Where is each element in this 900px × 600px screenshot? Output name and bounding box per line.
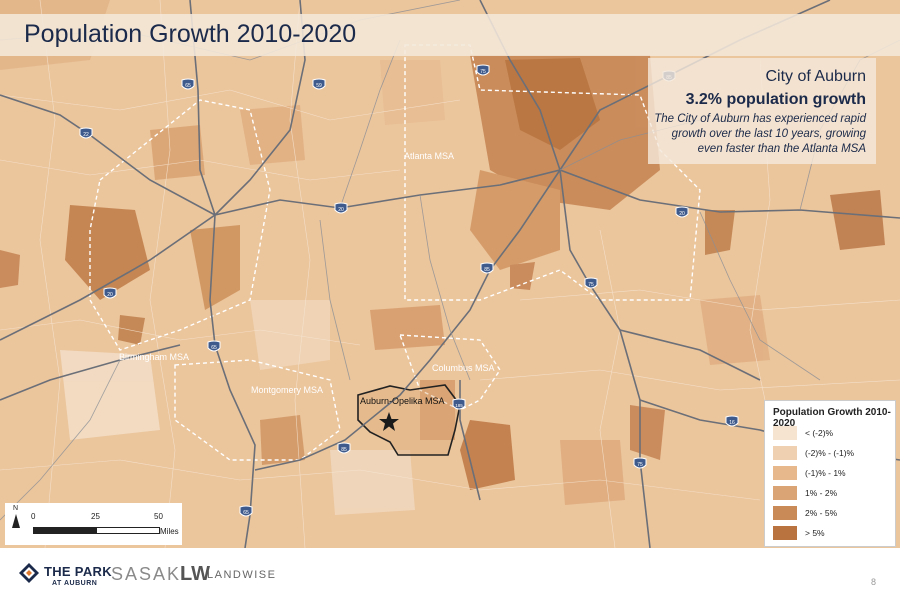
legend-label: < (-2)%	[805, 428, 834, 438]
page-title: Population Growth 2010-2020	[24, 20, 357, 48]
interstate-shield-icon: 65	[181, 78, 195, 90]
legend-item: > 5%	[773, 526, 893, 542]
legend-item: (-2)% - (-1)%	[773, 446, 893, 462]
legend-label: 2% - 5%	[805, 508, 838, 518]
msa-label-auburn: Auburn-Opelika MSA	[360, 396, 445, 406]
footer	[0, 548, 900, 600]
msa-label-columbus: Columbus MSA	[432, 363, 495, 373]
msa-label-birmingham: Birmingham MSA	[119, 352, 190, 362]
shield-number: 20	[679, 211, 685, 217]
legend-item: 1% - 2%	[773, 486, 893, 502]
title-band	[0, 14, 900, 56]
scale-tick: 0	[31, 512, 36, 521]
msa-label-montgomery: Montgomery MSA	[251, 385, 324, 395]
scale-segment-light	[96, 527, 160, 534]
callout-city: City of Auburn	[765, 68, 867, 85]
interstate-shield-icon: 65	[239, 505, 253, 517]
shield-number: 59	[316, 83, 322, 89]
interstate-shield-icon: 85	[337, 442, 351, 454]
legend-swatch	[773, 526, 797, 540]
interstate-shield-icon: 22	[79, 127, 93, 139]
park-logo-icon	[19, 563, 39, 583]
park-subtitle: AT AUBURN	[52, 580, 98, 587]
legend-label: > 5%	[805, 528, 825, 538]
auburn-star-icon	[379, 412, 399, 431]
shield-number: 20	[107, 292, 113, 298]
legend-item: 2% - 5%	[773, 506, 893, 522]
msa-borders	[89, 44, 701, 461]
legend-item: (-1)% - 1%	[773, 466, 893, 482]
interstate-shield-icon: 20	[103, 287, 117, 299]
auburn-opelika-outline	[357, 384, 461, 456]
growth-patches	[0, 0, 885, 515]
shield-number: 75	[480, 69, 486, 75]
north-arrow-icon	[12, 514, 20, 528]
page-number: 8	[871, 577, 877, 587]
scale-tick: 50	[154, 512, 163, 521]
legend-swatch	[773, 486, 797, 500]
callout-stat: 3.2% population growth	[685, 91, 866, 108]
interstate-shield-icon: 75	[584, 277, 598, 289]
legend-label: 1% - 2%	[805, 488, 838, 498]
legend-swatch	[773, 466, 797, 480]
interstate-shield-icon: 75	[633, 457, 647, 469]
shield-number: 75	[588, 282, 594, 288]
interstate-shield-icon: 65	[207, 340, 221, 352]
interstate-shield-icon: 185	[452, 398, 466, 410]
interstate-shield-icon: 20	[675, 206, 689, 218]
sasaki-logo: SASAKI	[111, 564, 189, 584]
auburn-callout: City of Auburn 3.2% population growth Th…	[648, 58, 876, 164]
scale-units: Miles	[160, 527, 179, 536]
park-name: THE PARK	[44, 564, 112, 579]
interstate-shield-icon: 20	[334, 202, 348, 214]
interstate-shield-icon: 59	[312, 78, 326, 90]
interstate-shield-icon: 85	[480, 262, 494, 274]
scale-segment-dark	[33, 527, 97, 534]
landwise-mark: LW	[180, 563, 210, 585]
landwise-logo: LANDWISE	[207, 569, 277, 581]
msa-label-atlanta: Atlanta MSA	[404, 151, 455, 161]
legend-title: Population Growth 2010-2020	[773, 407, 891, 429]
shield-number: 65	[185, 83, 191, 89]
interstate-shield-icon: 75	[476, 64, 490, 76]
north-label: N	[13, 505, 19, 512]
shield-number: 185	[455, 403, 463, 408]
legend-swatch	[773, 446, 797, 460]
shield-number: 85	[341, 447, 347, 453]
shield-number: 75	[637, 462, 643, 468]
legend-swatch	[773, 506, 797, 520]
legend-label: (-2)% - (-1)%	[805, 448, 855, 458]
shield-number: 85	[484, 267, 490, 273]
legend-item: < (-2)%	[773, 426, 893, 442]
interstate-shield-icon: 16	[725, 415, 739, 427]
shield-number: 65	[211, 345, 217, 351]
shield-number: 16	[729, 420, 735, 426]
scale-tick: 25	[91, 512, 100, 521]
legend-label: (-1)% - 1%	[805, 468, 846, 478]
legend-swatch	[773, 426, 797, 440]
callout-description: The City of Auburn has experienced rapid…	[654, 113, 866, 155]
shield-number: 22	[83, 132, 89, 138]
shield-number: 20	[338, 207, 344, 213]
shield-number: 65	[243, 510, 249, 516]
scale-bar: N 0 25 50 Miles	[5, 503, 182, 545]
legend: Population Growth 2010-2020 < (-2)% (-2)…	[764, 400, 896, 547]
